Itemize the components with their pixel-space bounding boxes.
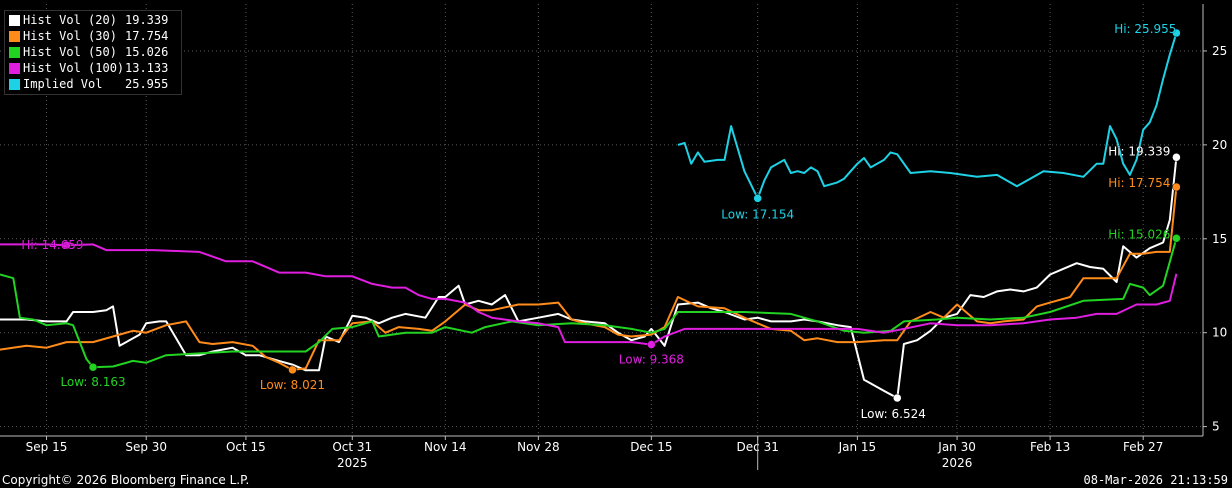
legend-series-value: 15.026 [125,45,169,59]
marker-label: Low: 6.524 [861,407,926,421]
marker-point [753,194,762,203]
y-tick-label: 20 [1212,138,1227,152]
legend-swatch [9,78,20,90]
legend-item-hist-vol-30: Hist Vol (30) 17.754 [9,28,177,44]
y-tick-label: 5 [1212,420,1220,434]
marker-point [893,393,902,403]
marker-label: Low: 17.154 [721,207,794,221]
legend-series-value: 25.955 [125,77,169,91]
series-line-implied-vol [677,32,1178,200]
timestamp-text: 08-Mar-2026 21:13:59 [1083,473,1229,487]
legend-swatch [9,30,20,42]
series-line-hist-vol-20 [0,157,1178,399]
y-tick-label: 10 [1212,326,1227,340]
legend-swatch [9,46,20,58]
series-line-hist-vol-50 [0,238,1178,369]
copyright-text: Copyright© 2026 Bloomberg Finance L.P. [2,473,250,487]
x-tick-label: Oct 31 [332,440,372,454]
legend-series-value: 17.754 [125,29,169,43]
x-tick-label: Sep 30 [125,440,167,454]
marker-label: Hi: 25.955 [1114,22,1176,36]
marker-point [62,240,71,250]
series-line-hist-vol-30 [0,186,1178,371]
legend-series-name: Hist Vol (50) [23,45,117,59]
marker-label: Hi: 17.754 [1108,176,1170,190]
x-tick-label: Sep 15 [26,440,68,454]
x-tick-label: Oct 15 [226,440,266,454]
year-label: 2025 [337,456,368,470]
series-line-hist-vol-100 [0,243,1178,346]
marker-point [1172,28,1181,38]
x-tick-label: Nov 14 [424,440,467,454]
legend-swatch [9,14,20,26]
year-label: 2026 [942,456,973,470]
y-tick-label: 25 [1212,44,1227,58]
marker-point [288,365,297,375]
marker-label: Hi: 14.659 [21,238,83,252]
legend-item-hist-vol-50: Hist Vol (50) 15.026 [9,44,177,60]
x-tick-label: Feb 13 [1030,440,1070,454]
marker-label: Low: 8.163 [60,375,125,389]
marker-point [88,362,98,372]
legend-series-name: Hist Vol (30) [23,29,117,43]
legend-series-name: Implied Vol [23,77,103,91]
legend-series-value: 19.339 [125,13,169,27]
x-tick-label: Feb 27 [1123,440,1163,454]
marker-point [1172,182,1181,192]
marker-point [1172,153,1181,162]
chart-legend: Hist Vol (20) 19.339 Hist Vol (30) 17.75… [4,10,182,95]
legend-item-implied-vol: Implied Vol 25.955 [9,76,177,92]
x-tick-label: Dec 15 [630,440,672,454]
x-tick-label: Jan 30 [937,440,976,454]
legend-series-name: Hist Vol (20) [23,13,117,27]
x-tick-label: Jan 15 [838,440,877,454]
marker-label: Low: 9.368 [619,353,684,367]
marker-label: Hi: 19.339 [1108,144,1170,158]
legend-series-value: 13.133 [125,61,169,75]
y-tick-label: 15 [1212,232,1227,246]
legend-item-hist-vol-20: Hist Vol (20) 19.339 [9,12,177,28]
marker-point [1172,234,1181,243]
x-tick-label: Nov 28 [517,440,560,454]
marker-label: Low: 8.021 [260,378,325,392]
legend-series-name: Hist Vol (100) [23,61,125,75]
legend-swatch [9,62,20,74]
marker-point [647,340,656,349]
marker-label: Hi: 15.026 [1108,227,1170,241]
legend-item-hist-vol-100: Hist Vol (100) 13.133 [9,60,177,76]
